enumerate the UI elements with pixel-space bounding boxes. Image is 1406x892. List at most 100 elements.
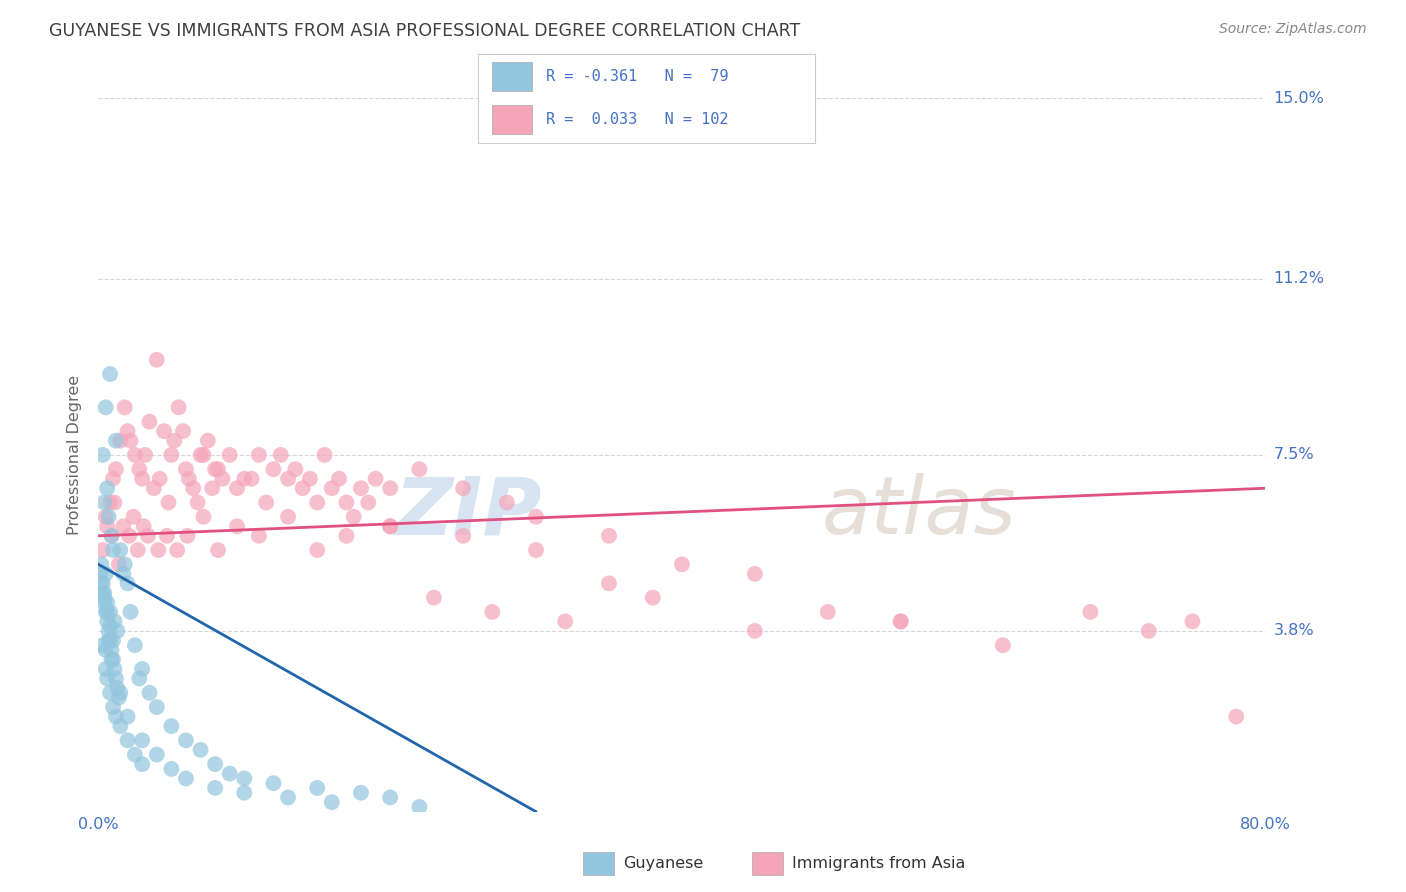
Point bbox=[117, 733, 139, 747]
Point bbox=[93, 586, 115, 600]
Point bbox=[211, 472, 233, 486]
Point bbox=[114, 401, 136, 415]
Point bbox=[335, 495, 357, 509]
Point bbox=[226, 519, 249, 533]
Point bbox=[307, 780, 329, 795]
Point bbox=[103, 495, 125, 509]
Point bbox=[495, 495, 517, 509]
Point bbox=[233, 772, 256, 786]
Point bbox=[103, 662, 125, 676]
Point bbox=[100, 652, 122, 666]
Point bbox=[91, 576, 114, 591]
Point bbox=[149, 472, 172, 486]
Point bbox=[160, 762, 183, 776]
Point bbox=[153, 424, 176, 438]
Text: 15.0%: 15.0% bbox=[1274, 91, 1324, 105]
Point bbox=[641, 591, 664, 605]
Point bbox=[177, 472, 200, 486]
Point bbox=[598, 529, 620, 543]
Point bbox=[94, 566, 117, 581]
Point bbox=[110, 434, 132, 448]
Point bbox=[284, 462, 307, 476]
Point bbox=[138, 415, 160, 429]
Point bbox=[481, 605, 503, 619]
Point bbox=[117, 424, 139, 438]
Point bbox=[240, 472, 263, 486]
Point bbox=[207, 543, 229, 558]
Point bbox=[122, 509, 145, 524]
Text: 7.5%: 7.5% bbox=[1274, 448, 1315, 462]
Point bbox=[744, 566, 766, 581]
Point bbox=[136, 529, 159, 543]
Point bbox=[96, 615, 118, 629]
Point bbox=[134, 448, 156, 462]
Point bbox=[166, 543, 188, 558]
Point bbox=[201, 481, 224, 495]
Point bbox=[110, 543, 132, 558]
Point bbox=[120, 605, 142, 619]
Point bbox=[1181, 615, 1204, 629]
Point bbox=[247, 448, 270, 462]
Point bbox=[176, 529, 198, 543]
Point bbox=[146, 747, 169, 762]
Point bbox=[378, 519, 402, 533]
Point bbox=[233, 786, 256, 800]
Point bbox=[671, 558, 693, 572]
Point bbox=[101, 700, 124, 714]
Point bbox=[98, 495, 121, 509]
Point bbox=[101, 633, 124, 648]
Point bbox=[156, 529, 179, 543]
Point bbox=[104, 709, 127, 723]
Point bbox=[357, 495, 380, 509]
Point bbox=[262, 462, 284, 476]
Point bbox=[408, 800, 430, 814]
Point bbox=[163, 434, 186, 448]
Point bbox=[100, 643, 122, 657]
Point bbox=[1137, 624, 1160, 638]
Point bbox=[93, 495, 115, 509]
Point bbox=[105, 681, 128, 695]
Point bbox=[226, 481, 249, 495]
Text: R =  0.033   N = 102: R = 0.033 N = 102 bbox=[546, 112, 728, 127]
Point bbox=[118, 529, 141, 543]
Point bbox=[190, 743, 212, 757]
Point bbox=[101, 472, 124, 486]
Point bbox=[321, 481, 343, 495]
Point bbox=[100, 529, 122, 543]
Point bbox=[314, 448, 336, 462]
Point bbox=[93, 595, 115, 609]
Point bbox=[97, 509, 120, 524]
Point bbox=[254, 495, 277, 509]
Point bbox=[554, 615, 576, 629]
Point bbox=[218, 766, 240, 780]
Point bbox=[321, 795, 343, 809]
Point bbox=[207, 462, 229, 476]
Point bbox=[335, 529, 357, 543]
Point bbox=[101, 652, 124, 666]
Point bbox=[193, 509, 215, 524]
Point bbox=[98, 633, 121, 648]
Point bbox=[146, 352, 169, 367]
Point bbox=[114, 558, 136, 572]
Point bbox=[890, 615, 912, 629]
Point bbox=[307, 543, 329, 558]
Text: Guyanese: Guyanese bbox=[623, 856, 703, 871]
Point bbox=[93, 591, 115, 605]
Point bbox=[190, 448, 212, 462]
Point bbox=[96, 595, 118, 609]
Point bbox=[350, 786, 373, 800]
Point bbox=[598, 576, 620, 591]
Bar bbox=[492, 105, 531, 134]
Point bbox=[104, 462, 127, 476]
Point bbox=[744, 624, 766, 638]
Point bbox=[181, 481, 204, 495]
Point bbox=[90, 558, 112, 572]
Text: atlas: atlas bbox=[823, 473, 1017, 551]
Point bbox=[97, 633, 120, 648]
Point bbox=[193, 448, 215, 462]
Point bbox=[127, 543, 149, 558]
Point bbox=[307, 495, 329, 509]
Point bbox=[148, 543, 170, 558]
Point bbox=[817, 605, 839, 619]
Text: R = -0.361   N =  79: R = -0.361 N = 79 bbox=[546, 70, 728, 84]
